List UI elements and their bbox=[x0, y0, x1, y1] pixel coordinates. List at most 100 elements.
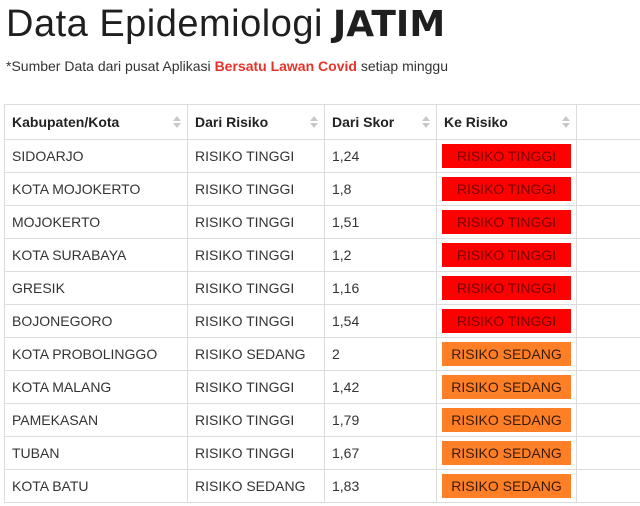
table-row: GRESIK RISIKO TINGGI 1,16 RISIKO TINGGI bbox=[4, 271, 640, 305]
cell-dari-skor: 1,79 bbox=[324, 403, 437, 437]
risk-table: Kabupaten/Kota Dari Risiko Dari Skor Ke … bbox=[4, 104, 640, 503]
column-header-ke-risiko[interactable]: Ke Risiko bbox=[436, 104, 577, 140]
risk-badge: RISIKO TINGGI bbox=[442, 144, 571, 168]
table-row: TUBAN RISIKO TINGGI 1,67 RISIKO SEDANG bbox=[4, 436, 640, 470]
cell-dari-skor: 1,51 bbox=[324, 205, 437, 239]
cell-extra bbox=[576, 469, 640, 503]
table-row: KOTA PROBOLINGGO RISIKO SEDANG 2 RISIKO SED… bbox=[4, 337, 640, 371]
source-prefix: *Sumber Data dari pusat Aplikasi bbox=[6, 58, 215, 74]
cell-kabupaten: KOTA PROBOLINGGO bbox=[4, 337, 188, 371]
cell-kabupaten: TUBAN bbox=[4, 436, 188, 470]
cell-extra bbox=[576, 403, 640, 437]
page-title-region: JATIM bbox=[332, 4, 446, 45]
source-note: *Sumber Data dari pusat Aplikasi Bersatu… bbox=[6, 58, 448, 74]
cell-extra bbox=[576, 238, 640, 272]
table-row: SIDOARJO RISIKO TINGGI 1,24 RISIKO TINGGI bbox=[4, 139, 640, 173]
cell-dari-risiko: RISIKO SEDANG bbox=[187, 337, 325, 371]
sort-icon[interactable] bbox=[422, 114, 430, 130]
source-suffix: setiap minggu bbox=[356, 58, 448, 74]
cell-ke-risiko: RISIKO SEDANG bbox=[436, 370, 577, 404]
column-header-label: Dari Risiko bbox=[195, 114, 269, 130]
risk-badge: RISIKO SEDANG bbox=[442, 441, 571, 465]
risk-badge: RISIKO SEDANG bbox=[442, 342, 571, 366]
risk-badge: RISIKO TINGGI bbox=[442, 210, 571, 234]
table-row: KOTA SURABAYA RISIKO TINGGI 1,2 RISIKO TING… bbox=[4, 238, 640, 272]
risk-badge: RISIKO TINGGI bbox=[442, 309, 571, 333]
table-row: PAMEKASAN RISIKO TINGGI 1,79 RISIKO SEDANG bbox=[4, 403, 640, 437]
cell-extra bbox=[576, 139, 640, 173]
risk-badge: RISIKO TINGGI bbox=[442, 243, 571, 267]
cell-dari-skor: 2 bbox=[324, 337, 437, 371]
risk-badge: RISIKO SEDANG bbox=[442, 408, 571, 432]
cell-dari-skor: 1,54 bbox=[324, 304, 437, 338]
sort-icon[interactable] bbox=[310, 114, 318, 130]
cell-dari-risiko: RISIKO TINGGI bbox=[187, 370, 325, 404]
cell-dari-skor: 1,67 bbox=[324, 436, 437, 470]
risk-badge: RISIKO SEDANG bbox=[442, 474, 571, 498]
sort-icon[interactable] bbox=[562, 114, 570, 130]
risk-badge: RISIKO SEDANG bbox=[442, 375, 571, 399]
cell-dari-risiko: RISIKO TINGGI bbox=[187, 205, 325, 239]
table-row: KOTA MOJOKERTO RISIKO TINGGI 1,8 RISIKO TIN… bbox=[4, 172, 640, 206]
cell-ke-risiko: RISIKO SEDANG bbox=[436, 469, 577, 503]
cell-dari-skor: 1,24 bbox=[324, 139, 437, 173]
table-row: KOTA MALANG RISIKO TINGGI 1,42 RISIKO SEDAN… bbox=[4, 370, 640, 404]
table-row: BOJONEGORO RISIKO TINGGI 1,54 RISIKO TINGGI bbox=[4, 304, 640, 338]
column-header-extra[interactable] bbox=[576, 104, 640, 140]
cell-dari-risiko: RISIKO TINGGI bbox=[187, 139, 325, 173]
cell-ke-risiko: RISIKO TINGGI bbox=[436, 172, 577, 206]
cell-extra bbox=[576, 337, 640, 371]
cell-dari-risiko: RISIKO TINGGI bbox=[187, 172, 325, 206]
risk-badge: RISIKO TINGGI bbox=[442, 177, 571, 201]
table-row: KOTA BATU RISIKO SEDANG 1,83 RISIKO SEDANG bbox=[4, 469, 640, 503]
cell-ke-risiko: RISIKO TINGGI bbox=[436, 238, 577, 272]
column-header-label: Kabupaten/Kota bbox=[12, 114, 120, 130]
cell-dari-risiko: RISIKO TINGGI bbox=[187, 238, 325, 272]
cell-ke-risiko: RISIKO TINGGI bbox=[436, 139, 577, 173]
column-header-kabupaten[interactable]: Kabupaten/Kota bbox=[4, 104, 188, 140]
cell-kabupaten: PAMEKASAN bbox=[4, 403, 188, 437]
page-title: Data Epidemiologi JATIM bbox=[6, 2, 445, 47]
column-header-label: Dari Skor bbox=[332, 114, 395, 130]
cell-kabupaten: BOJONEGORO bbox=[4, 304, 188, 338]
cell-kabupaten: MOJOKERTO bbox=[4, 205, 188, 239]
source-link[interactable]: Bersatu Lawan Covid bbox=[214, 58, 357, 74]
cell-kabupaten: KOTA BATU bbox=[4, 469, 188, 503]
cell-dari-risiko: RISIKO TINGGI bbox=[187, 403, 325, 437]
column-header-dari-risiko[interactable]: Dari Risiko bbox=[187, 104, 325, 140]
cell-ke-risiko: RISIKO TINGGI bbox=[436, 304, 577, 338]
sort-icon[interactable] bbox=[173, 114, 181, 130]
table-row: MOJOKERTO RISIKO TINGGI 1,51 RISIKO TINGGI bbox=[4, 205, 640, 239]
cell-dari-skor: 1,83 bbox=[324, 469, 437, 503]
cell-ke-risiko: RISIKO TINGGI bbox=[436, 205, 577, 239]
cell-ke-risiko: RISIKO TINGGI bbox=[436, 271, 577, 305]
page-title-text: Data Epidemiologi bbox=[6, 3, 323, 45]
cell-dari-skor: 1,16 bbox=[324, 271, 437, 305]
data-table-wrapper: Kabupaten/Kota Dari Risiko Dari Skor Ke … bbox=[4, 104, 640, 503]
cell-dari-risiko: RISIKO TINGGI bbox=[187, 436, 325, 470]
cell-kabupaten: KOTA MOJOKERTO bbox=[4, 172, 188, 206]
cell-dari-skor: 1,8 bbox=[324, 172, 437, 206]
cell-extra bbox=[576, 205, 640, 239]
cell-dari-risiko: RISIKO SEDANG bbox=[187, 469, 325, 503]
cell-extra bbox=[576, 304, 640, 338]
cell-extra bbox=[576, 436, 640, 470]
cell-dari-risiko: RISIKO TINGGI bbox=[187, 271, 325, 305]
cell-dari-risiko: RISIKO TINGGI bbox=[187, 304, 325, 338]
cell-dari-skor: 1,2 bbox=[324, 238, 437, 272]
cell-dari-skor: 1,42 bbox=[324, 370, 437, 404]
cell-ke-risiko: RISIKO SEDANG bbox=[436, 337, 577, 371]
cell-ke-risiko: RISIKO SEDANG bbox=[436, 403, 577, 437]
risk-badge: RISIKO TINGGI bbox=[442, 276, 571, 300]
cell-extra bbox=[576, 370, 640, 404]
cell-kabupaten: KOTA MALANG bbox=[4, 370, 188, 404]
table-header-row: Kabupaten/Kota Dari Risiko Dari Skor Ke … bbox=[4, 104, 640, 140]
cell-extra bbox=[576, 271, 640, 305]
cell-kabupaten: GRESIK bbox=[4, 271, 188, 305]
cell-kabupaten: SIDOARJO bbox=[4, 139, 188, 173]
table-body: SIDOARJO RISIKO TINGGI 1,24 RISIKO TINGGI KO… bbox=[4, 139, 640, 503]
cell-ke-risiko: RISIKO SEDANG bbox=[436, 436, 577, 470]
column-header-label: Ke Risiko bbox=[444, 114, 508, 130]
column-header-dari-skor[interactable]: Dari Skor bbox=[324, 104, 437, 140]
cell-kabupaten: KOTA SURABAYA bbox=[4, 238, 188, 272]
